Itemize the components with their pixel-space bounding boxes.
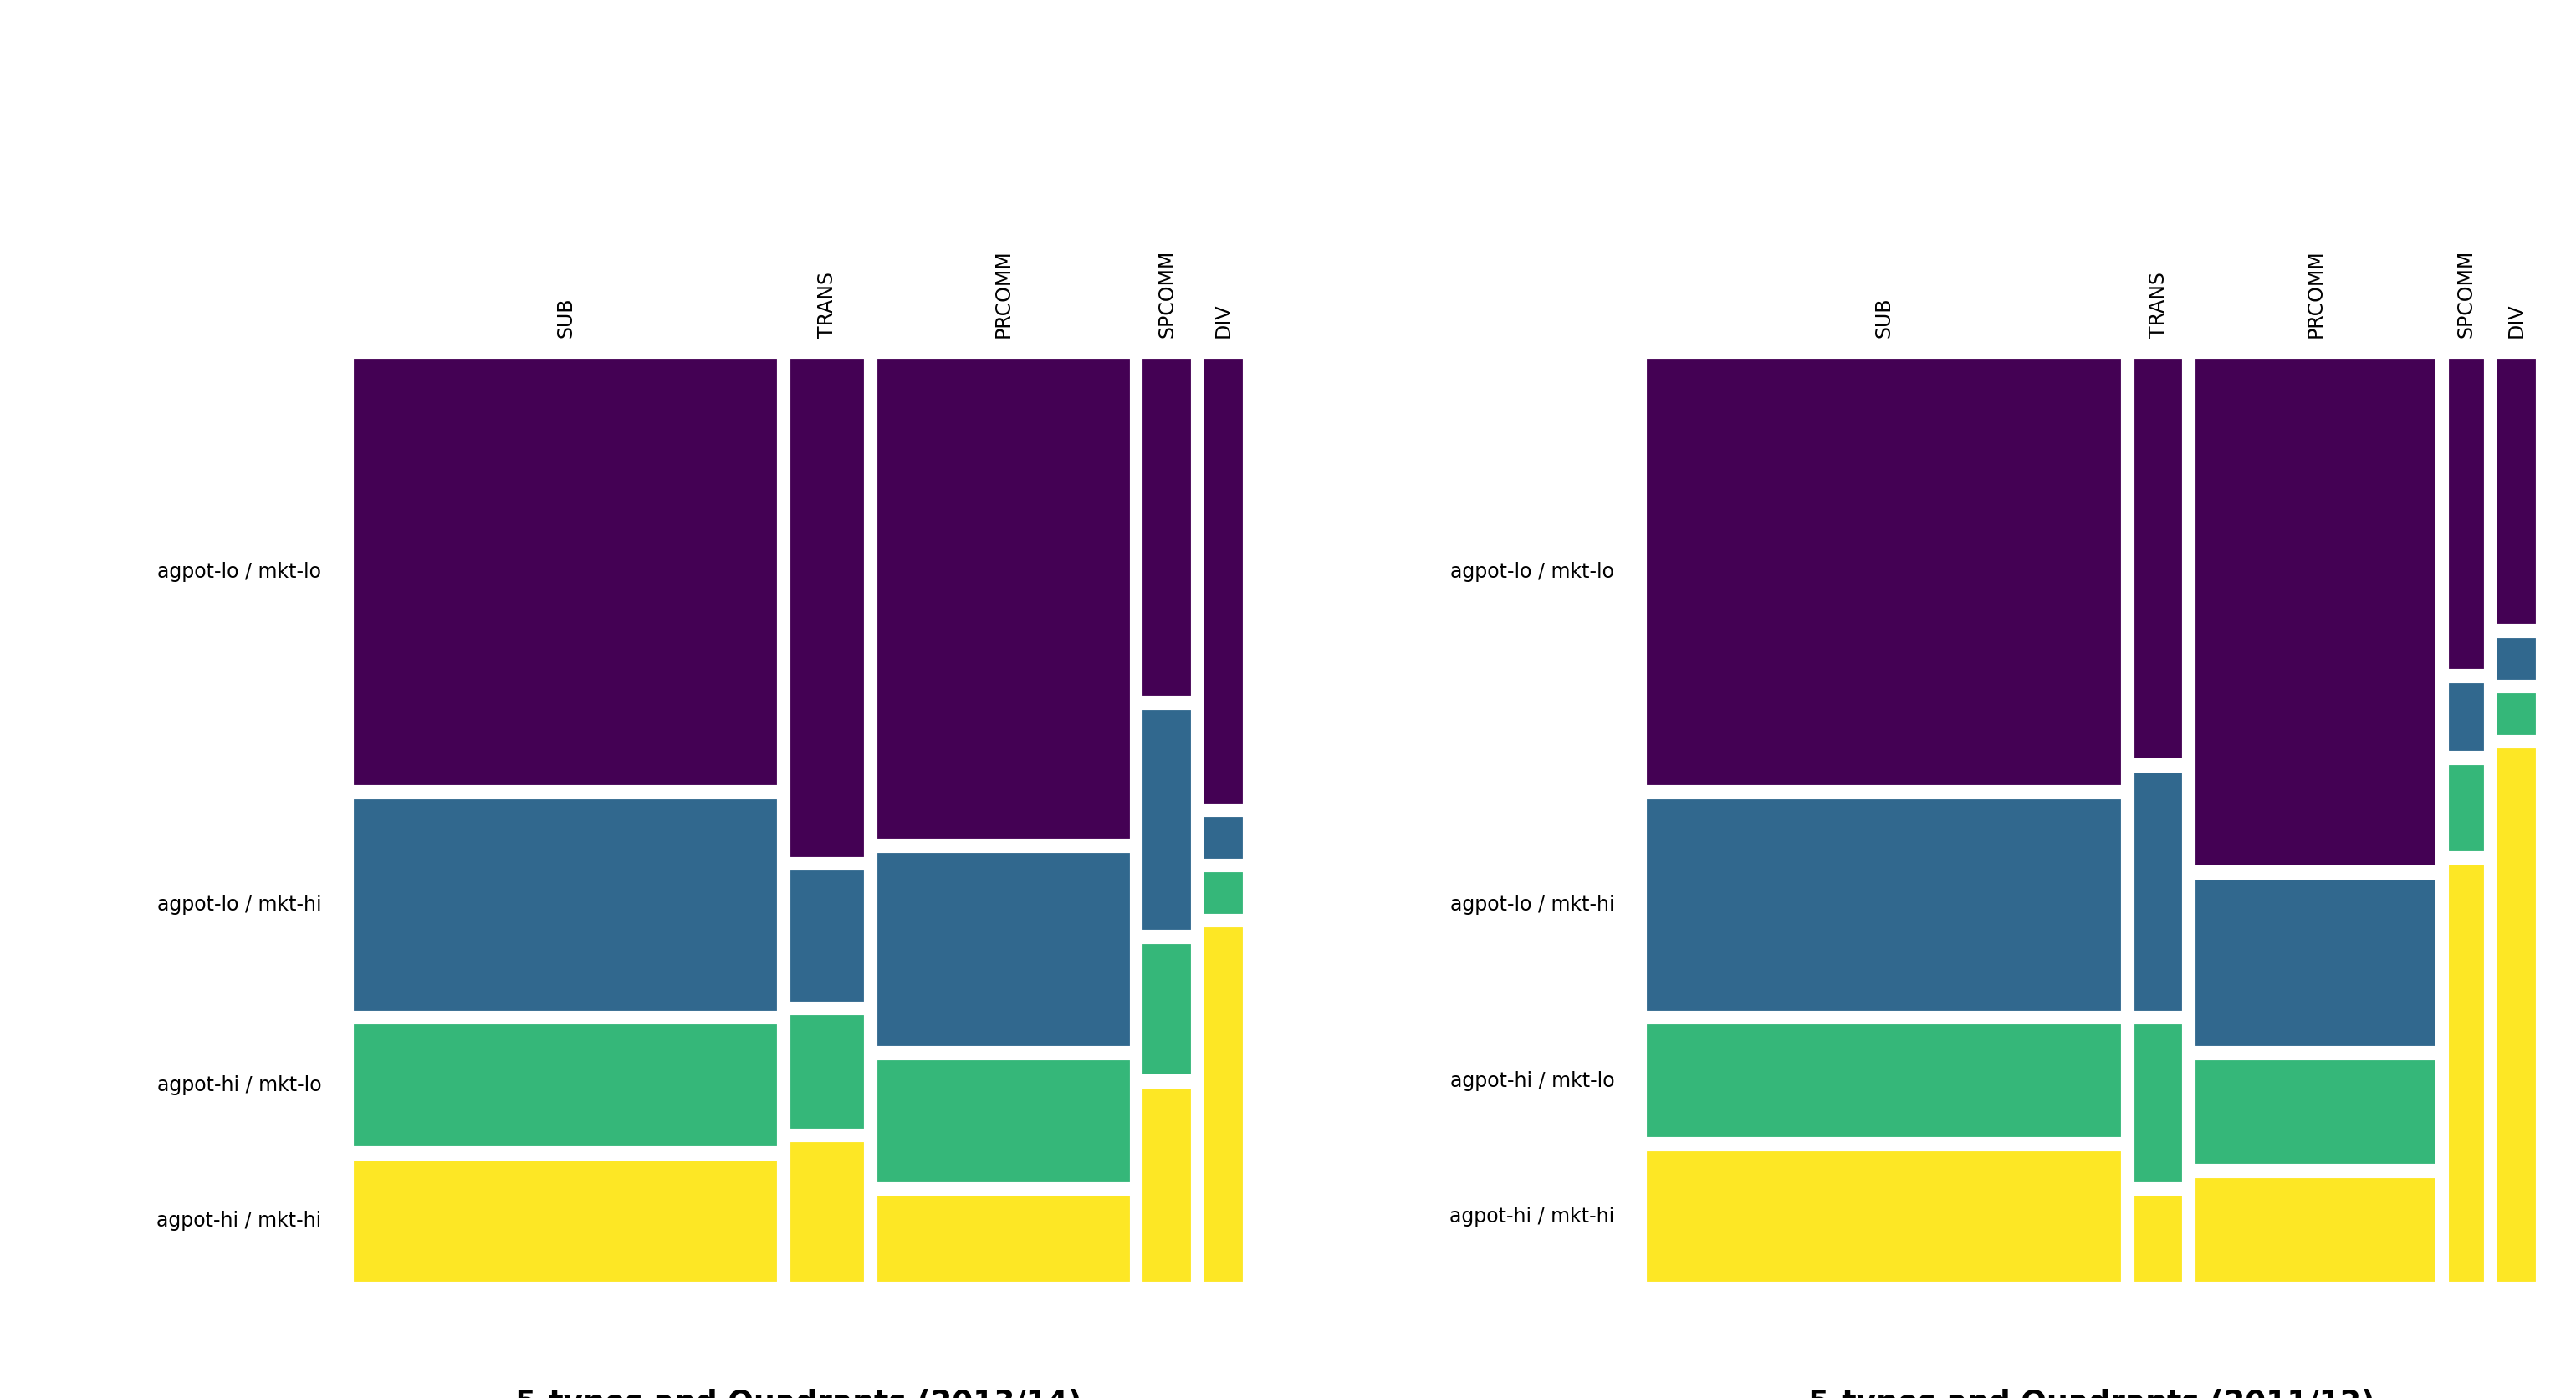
Text: SUB: SUB (556, 296, 574, 338)
Text: agpot-hi / mkt-lo: agpot-hi / mkt-lo (157, 1075, 322, 1096)
Text: agpot-lo / mkt-lo: agpot-lo / mkt-lo (157, 562, 322, 582)
Bar (876, 851, 1131, 1048)
Bar (1203, 358, 1244, 805)
Text: agpot-hi / mkt-lo: agpot-hi / mkt-lo (1450, 1071, 1615, 1090)
Bar (2447, 763, 2486, 853)
Bar (1646, 358, 2123, 787)
Bar (2133, 770, 2184, 1012)
Bar (1141, 1086, 1193, 1283)
Bar (2496, 692, 2537, 737)
Bar (1141, 707, 1193, 931)
Bar (2447, 681, 2486, 752)
Bar (788, 1014, 866, 1130)
Bar (2496, 636, 2537, 681)
Text: 5-types and Quadrants (2013/14): 5-types and Quadrants (2013/14) (515, 1388, 1082, 1398)
Bar (788, 870, 866, 1004)
Text: TRANS: TRANS (817, 271, 837, 338)
Text: PRCOMM: PRCOMM (2306, 249, 2326, 338)
Text: PRCOMM: PRCOMM (994, 249, 1012, 338)
Bar (2447, 863, 2486, 1283)
Text: 5-types and Quadrants (2011/12): 5-types and Quadrants (2011/12) (1808, 1388, 2375, 1398)
Bar (1141, 942, 1193, 1076)
Bar (788, 358, 866, 858)
Text: DIV: DIV (1213, 303, 1234, 338)
Text: TRANS: TRANS (2148, 271, 2169, 338)
Text: SUB: SUB (1873, 296, 1893, 338)
Bar (2496, 358, 2537, 626)
Bar (2195, 878, 2437, 1048)
Text: agpot-lo / mkt-hi: agpot-lo / mkt-hi (157, 895, 322, 914)
Text: agpot-lo / mkt-lo: agpot-lo / mkt-lo (1450, 562, 1615, 582)
Bar (876, 1058, 1131, 1184)
Bar (1141, 358, 1193, 698)
Bar (353, 1023, 778, 1148)
Bar (1646, 1149, 2123, 1283)
Bar (353, 358, 778, 787)
Bar (1203, 925, 1244, 1283)
Text: agpot-hi / mkt-hi: agpot-hi / mkt-hi (157, 1211, 322, 1232)
Bar (2133, 358, 2184, 761)
Bar (1646, 1023, 2123, 1139)
Text: SPCOMM: SPCOMM (1157, 250, 1177, 338)
Bar (1203, 871, 1244, 916)
Bar (876, 358, 1131, 840)
Bar (2496, 747, 2537, 1283)
Bar (1203, 815, 1244, 860)
Bar (2447, 358, 2486, 671)
Text: agpot-hi / mkt-hi: agpot-hi / mkt-hi (1450, 1206, 1615, 1226)
Bar (2195, 358, 2437, 867)
Bar (1646, 797, 2123, 1012)
Bar (2195, 1176, 2437, 1283)
Bar (2133, 1023, 2184, 1184)
Bar (788, 1141, 866, 1283)
Text: DIV: DIV (2506, 303, 2527, 338)
Text: SPCOMM: SPCOMM (2455, 250, 2476, 338)
Bar (2195, 1058, 2437, 1166)
Text: agpot-lo / mkt-hi: agpot-lo / mkt-hi (1450, 895, 1615, 914)
Bar (2133, 1194, 2184, 1283)
Bar (353, 1159, 778, 1283)
Bar (876, 1194, 1131, 1283)
Bar (353, 797, 778, 1012)
